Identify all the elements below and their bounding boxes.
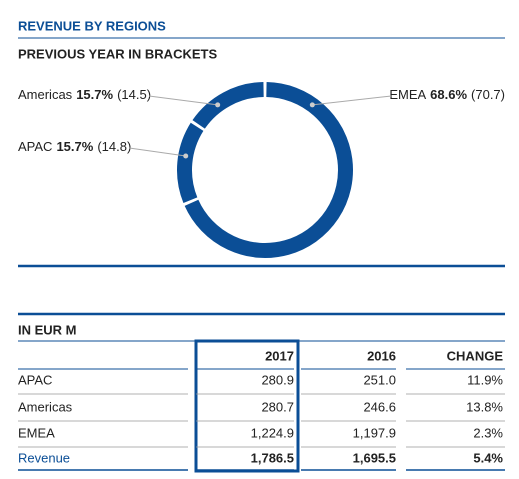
table-value: 280.9 [261,372,294,387]
category-name: Americas [18,87,73,102]
donut-segment [184,82,353,258]
table-value: 280.7 [261,399,294,414]
table-value: 5.4% [473,450,503,465]
segment-label: Americas 15.7% (14.5) [18,87,151,102]
table-value: 2.3% [473,425,503,440]
subtitle: PREVIOUS YEAR IN BRACKETS [18,46,217,61]
section-title: REVENUE BY REGIONS [18,18,166,33]
previous-label: (14.5) [117,87,151,102]
column-header: 2016 [367,348,396,363]
row-label: Revenue [18,450,70,465]
table-value: 246.6 [363,399,396,414]
table-value: 251.0 [363,372,396,387]
leader-line [148,95,218,106]
table-value: 1,695.5 [353,450,396,465]
table-value: 13.8% [466,399,503,414]
column-header: 2017 [265,348,294,363]
column-header: CHANGE [447,348,504,363]
row-label: EMEA [18,425,55,440]
leader-dot [309,102,315,108]
segment-label: EMEA 68.6% (70.7) [389,87,505,102]
previous-label: (70.7) [471,87,505,102]
leader-dot [215,102,221,108]
row-label: APAC [18,372,52,387]
value-label: 15.7% [56,139,93,154]
leader-dot [183,153,189,159]
table-value: 1,197.9 [353,425,396,440]
table-value: 1,786.5 [251,450,294,465]
value-label: 68.6% [430,87,467,102]
previous-label: (14.8) [97,139,131,154]
table-value: 11.9% [467,372,503,387]
table-value: 1,224.9 [251,425,294,440]
category-name: APAC [18,139,52,154]
row-label: Americas [18,399,73,414]
category-name: EMEA [389,87,426,102]
highlight-box [194,339,300,473]
leader-line [312,95,392,106]
segment-label: APAC 15.7% (14.8) [18,139,131,154]
leader-line [129,147,186,157]
donut-segment [177,122,204,203]
value-label: 15.7% [76,87,113,102]
donut-segment [192,82,264,129]
table-unit: IN EUR M [18,322,77,337]
